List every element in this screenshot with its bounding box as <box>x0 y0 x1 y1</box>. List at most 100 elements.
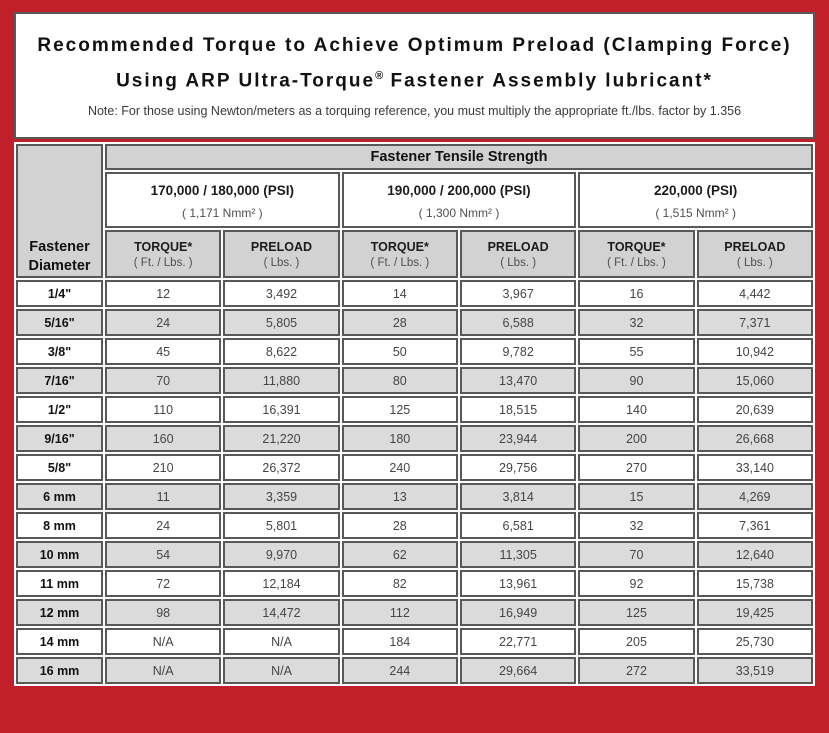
preload-value-cell: 4,269 <box>696 483 813 510</box>
diameter-cell: 6 mm <box>16 483 103 510</box>
torque-value-cell: 16 <box>578 280 695 307</box>
preload-value-cell: 10,942 <box>696 338 813 365</box>
preload-value-cell: 9,970 <box>223 541 340 568</box>
torque-unit: ( Ft. / Lbs. ) <box>607 256 666 269</box>
preload-label: PRELOAD <box>250 239 313 254</box>
psi-label: 170,000 / 180,000 (PSI) <box>150 182 294 198</box>
psi-label: 190,000 / 200,000 (PSI) <box>387 182 531 198</box>
preload-value-cell: 26,668 <box>696 425 813 452</box>
diameter-cell: 16 mm <box>16 657 103 684</box>
torque-value-cell: 11 <box>105 483 222 510</box>
torque-column-header: TORQUE* ( Ft. / Lbs. ) <box>578 230 695 278</box>
preload-column-header: PRELOAD ( Lbs. ) <box>223 230 340 278</box>
torque-value-cell: 13 <box>341 483 458 510</box>
torque-value-cell: 24 <box>105 512 222 539</box>
preload-value-cell: 3,814 <box>459 483 577 510</box>
torque-value-cell: 140 <box>578 396 695 423</box>
preload-value-cell: 14,472 <box>223 599 340 626</box>
preload-value-cell: 15,060 <box>696 367 813 394</box>
table-row: 1/4" 12 3,492 14 3,967 16 4,442 <box>16 280 813 307</box>
preload-value-cell: 4,442 <box>696 280 813 307</box>
preload-value-cell: 11,880 <box>223 367 340 394</box>
torque-value-cell: 110 <box>105 396 222 423</box>
preload-value-cell: 21,220 <box>223 425 340 452</box>
preload-value-cell: 33,140 <box>696 454 813 481</box>
torque-value-cell: 70 <box>578 541 695 568</box>
diameter-cell: 7/16" <box>16 367 103 394</box>
torque-value-cell: 54 <box>105 541 222 568</box>
torque-value-cell: 90 <box>578 367 695 394</box>
torque-value-cell: 82 <box>341 570 458 597</box>
torque-value-cell: 244 <box>341 657 458 684</box>
title-line1: Recommended Torque to Achieve Optimum Pr… <box>37 35 792 56</box>
preload-unit: ( Lbs. ) <box>263 256 300 269</box>
diameter-cell: 1/2" <box>16 396 103 423</box>
fastener-diameter-header: Fastener Diameter <box>16 144 103 278</box>
preload-value-cell: 5,805 <box>223 309 340 336</box>
preload-value-cell: 7,361 <box>696 512 813 539</box>
table-row: 9/16" 160 21,220 180 23,944 200 26,668 <box>16 425 813 452</box>
torque-value-cell: 160 <box>105 425 222 452</box>
preload-value-cell: 13,470 <box>459 367 577 394</box>
torque-value-cell: 28 <box>341 309 458 336</box>
preload-value-cell: N/A <box>223 628 340 655</box>
table-row: 11 mm 72 12,184 82 13,961 92 15,738 <box>16 570 813 597</box>
torque-value-cell: 240 <box>341 454 458 481</box>
torque-value-cell: 72 <box>105 570 222 597</box>
psi-label: 220,000 (PSI) <box>654 182 738 198</box>
title-line2-end: Fastener Assembly lubricant* <box>383 70 713 92</box>
preload-value-cell: 9,782 <box>459 338 577 365</box>
torque-value-cell: 12 <box>105 280 222 307</box>
torque-value-cell: 112 <box>341 599 458 626</box>
torque-value-cell: 270 <box>578 454 695 481</box>
preload-value-cell: 25,730 <box>696 628 813 655</box>
preload-value-cell: 6,581 <box>459 512 577 539</box>
preload-value-cell: 16,391 <box>223 396 340 423</box>
table-row: 3/8" 45 8,622 50 9,782 55 10,942 <box>16 338 813 365</box>
diameter-cell: 11 mm <box>16 570 103 597</box>
preload-value-cell: 20,639 <box>696 396 813 423</box>
preload-unit: ( Lbs. ) <box>500 256 537 269</box>
torque-preload-header-row: TORQUE* ( Ft. / Lbs. ) PRELOAD ( Lbs. ) … <box>16 230 813 278</box>
torque-value-cell: 62 <box>341 541 458 568</box>
table-row: 14 mm N/A N/A 184 22,771 205 25,730 <box>16 628 813 655</box>
diameter-cell: 5/16" <box>16 309 103 336</box>
torque-value-cell: N/A <box>105 628 222 655</box>
torque-value-cell: N/A <box>105 657 222 684</box>
torque-value-cell: 180 <box>341 425 458 452</box>
table-row: 7/16" 70 11,880 80 13,470 90 15,060 <box>16 367 813 394</box>
diameter-cell: 5/8" <box>16 454 103 481</box>
diameter-cell: 1/4" <box>16 280 103 307</box>
preload-value-cell: 11,305 <box>459 541 577 568</box>
preload-value-cell: 3,359 <box>223 483 340 510</box>
preload-value-cell: 3,492 <box>223 280 340 307</box>
torque-unit: ( Ft. / Lbs. ) <box>370 256 430 269</box>
preload-value-cell: 7,371 <box>696 309 813 336</box>
torque-value-cell: 14 <box>341 280 458 307</box>
preload-value-cell: 12,184 <box>223 570 340 597</box>
torque-value-cell: 125 <box>578 599 695 626</box>
page-title: Recommended Torque to Achieve Optimum Pr… <box>16 14 813 96</box>
preload-value-cell: 16,949 <box>459 599 577 626</box>
preload-value-cell: 3,967 <box>459 280 577 307</box>
torque-value-cell: 92 <box>578 570 695 597</box>
preload-value-cell: 15,738 <box>696 570 813 597</box>
table-row: 1/2" 110 16,391 125 18,515 140 20,639 <box>16 396 813 423</box>
table-row: 5/16" 24 5,805 28 6,588 32 7,371 <box>16 309 813 336</box>
note-text: Note: For those using Newton/meters as a… <box>87 104 742 119</box>
torque-value-cell: 45 <box>105 338 222 365</box>
table-body: 1/4" 12 3,492 14 3,967 16 4,442 5/16" 24 5,805 28 6… <box>16 280 813 684</box>
torque-label: TORQUE* <box>607 239 666 254</box>
preload-value-cell: 23,944 <box>459 425 577 452</box>
diameter-cell: 9/16" <box>16 425 103 452</box>
preload-label: PRELOAD <box>724 239 786 254</box>
table-row: 16 mm N/A N/A 244 29,664 272 33,519 <box>16 657 813 684</box>
torque-value-cell: 50 <box>341 338 458 365</box>
preload-value-cell: 29,664 <box>459 657 577 684</box>
diameter-cell: 3/8" <box>16 338 103 365</box>
tensile-strength-header: Fastener Tensile Strength <box>105 144 813 170</box>
diameter-header-line2: Diameter <box>28 258 91 274</box>
preload-value-cell: 6,588 <box>459 309 577 336</box>
table-row: 6 mm 11 3,359 13 3,814 15 4,269 <box>16 483 813 510</box>
title-line2: Using ARP Ultra-Torque <box>116 70 376 92</box>
